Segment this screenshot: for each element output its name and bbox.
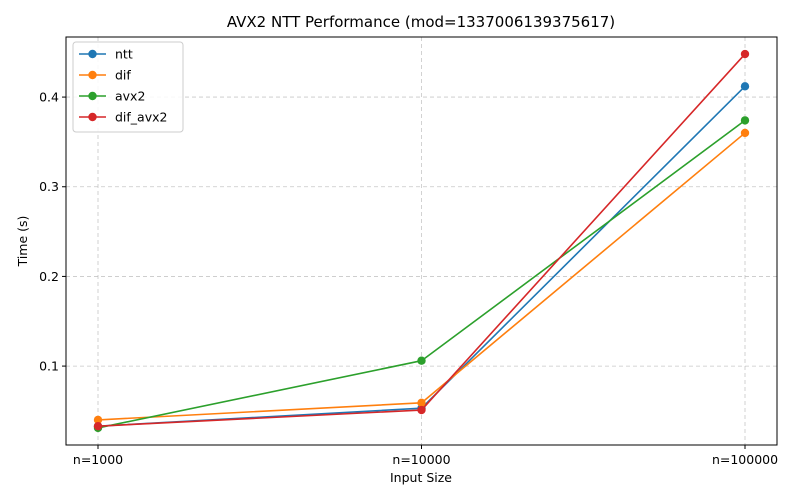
x-tick-label: n=100000 [712,452,778,467]
data-point-avx2 [417,356,426,365]
legend-item-avx2: avx2 [79,89,145,104]
ticks: n=1000 n=10000 n=100000 0.1 0.2 0.3 0.4 [39,90,778,467]
legend-label: avx2 [115,89,145,104]
legend-label: dif_avx2 [115,110,167,125]
legend-label: ntt [115,47,133,62]
grid [66,37,777,445]
legend-swatch-marker [88,70,97,80]
x-tick-label: n=10000 [392,452,450,467]
legend-swatch-marker [88,91,97,101]
series-layer [93,49,750,433]
x-tick-label: n=1000 [73,452,123,467]
y-tick-label: 0.2 [39,269,59,284]
data-point-dif [93,415,103,425]
data-point-dif_avx2 [417,405,426,415]
y-tick-label: 0.3 [39,179,59,194]
legend-label: dif [115,68,131,83]
data-point-ntt [740,82,750,91]
data-point-dif_avx2 [93,421,103,431]
legend-item-dif: dif [79,68,131,83]
data-point-avx2 [740,116,750,125]
data-point-dif_avx2 [740,49,750,59]
legend-swatch-marker [88,112,97,122]
data-point-dif [417,398,426,408]
legend-item-ntt: ntt [79,47,133,62]
series-dif [93,128,750,425]
legend-item-dif_avx2: dif_avx2 [79,110,167,125]
y-axis-label: Time (s) [15,216,30,268]
series-dif_avx2 [93,49,750,431]
data-point-dif [740,128,750,138]
chart-title: AVX2 NTT Performance (mod=13370061393756… [227,13,615,31]
x-axis-label: Input Size [390,470,452,485]
y-tick-label: 0.4 [39,90,59,105]
legend: ntt dif avx2 dif_avx2 [72,41,184,133]
legend-swatch-marker [88,49,97,59]
legend-box [72,41,184,133]
y-tick-label: 0.1 [39,359,59,374]
